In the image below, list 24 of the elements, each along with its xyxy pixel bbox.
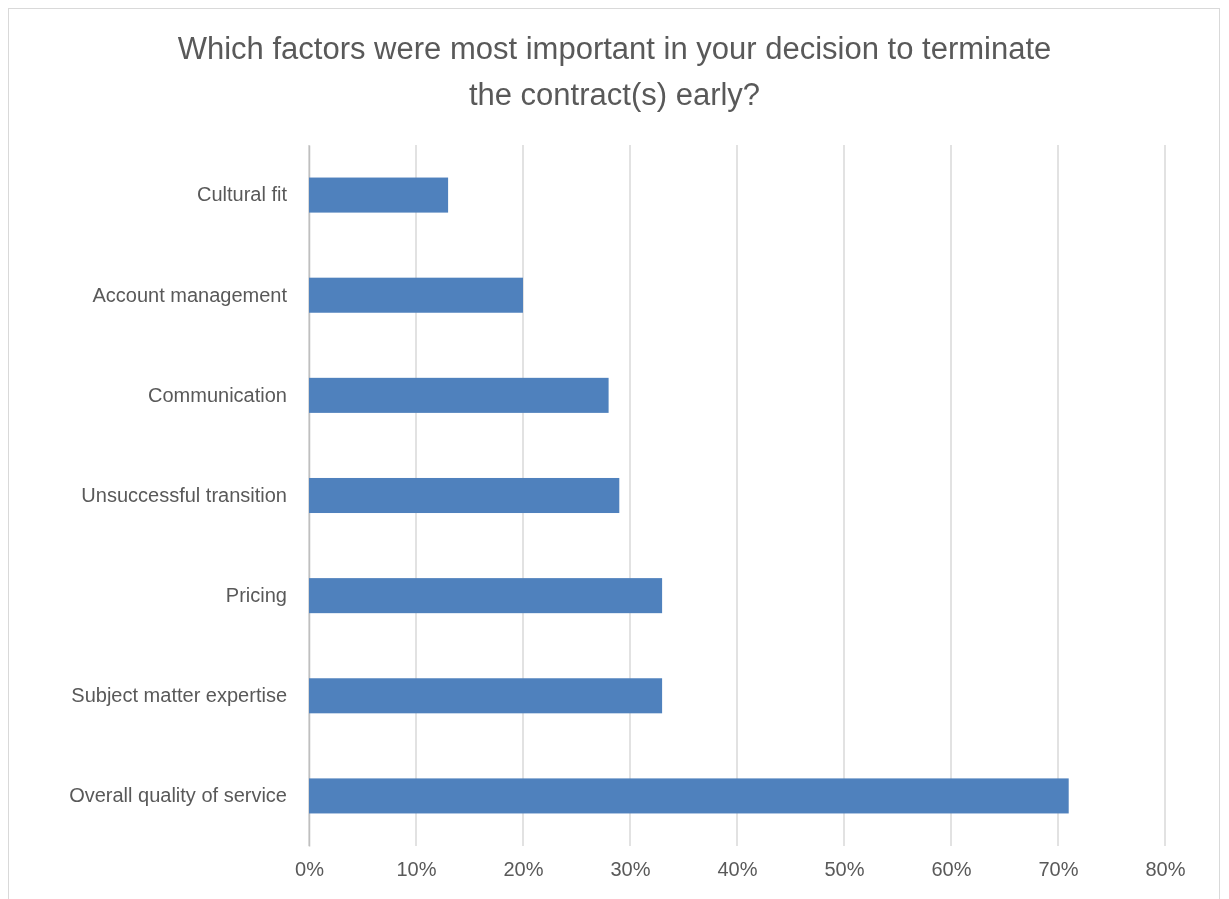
bar bbox=[309, 778, 1069, 814]
x-tick-label: 20% bbox=[503, 858, 544, 881]
y-tick-label: Communication bbox=[148, 383, 287, 406]
y-tick-label: Cultural fit bbox=[196, 183, 288, 206]
y-tick-label: Account management bbox=[92, 283, 288, 306]
x-tick-label: 10% bbox=[396, 858, 437, 881]
chart-title: Which factors were most important in your decision to terminate the contract(s) early? bbox=[177, 31, 1052, 112]
x-tick-label: 50% bbox=[824, 858, 865, 881]
x-tick-label: 60% bbox=[931, 858, 972, 881]
bar bbox=[309, 177, 449, 213]
y-tick-label: Unsuccessful transition bbox=[81, 483, 287, 506]
y-tick-label: Subject matter expertise bbox=[71, 684, 287, 707]
x-tick-label: 0% bbox=[295, 858, 325, 881]
y-tick-label: Pricing bbox=[225, 584, 287, 607]
y-tick-label: Overall quality of service bbox=[69, 784, 287, 807]
x-tick-label: 30% bbox=[610, 858, 651, 881]
bar bbox=[309, 377, 609, 413]
bar bbox=[309, 277, 523, 313]
x-tick-label: 70% bbox=[1038, 858, 1079, 881]
x-tick-label: 40% bbox=[717, 858, 758, 881]
x-tick-label: 80% bbox=[1145, 858, 1186, 881]
bar bbox=[309, 477, 620, 514]
bar bbox=[309, 678, 663, 714]
bar bbox=[309, 578, 663, 614]
